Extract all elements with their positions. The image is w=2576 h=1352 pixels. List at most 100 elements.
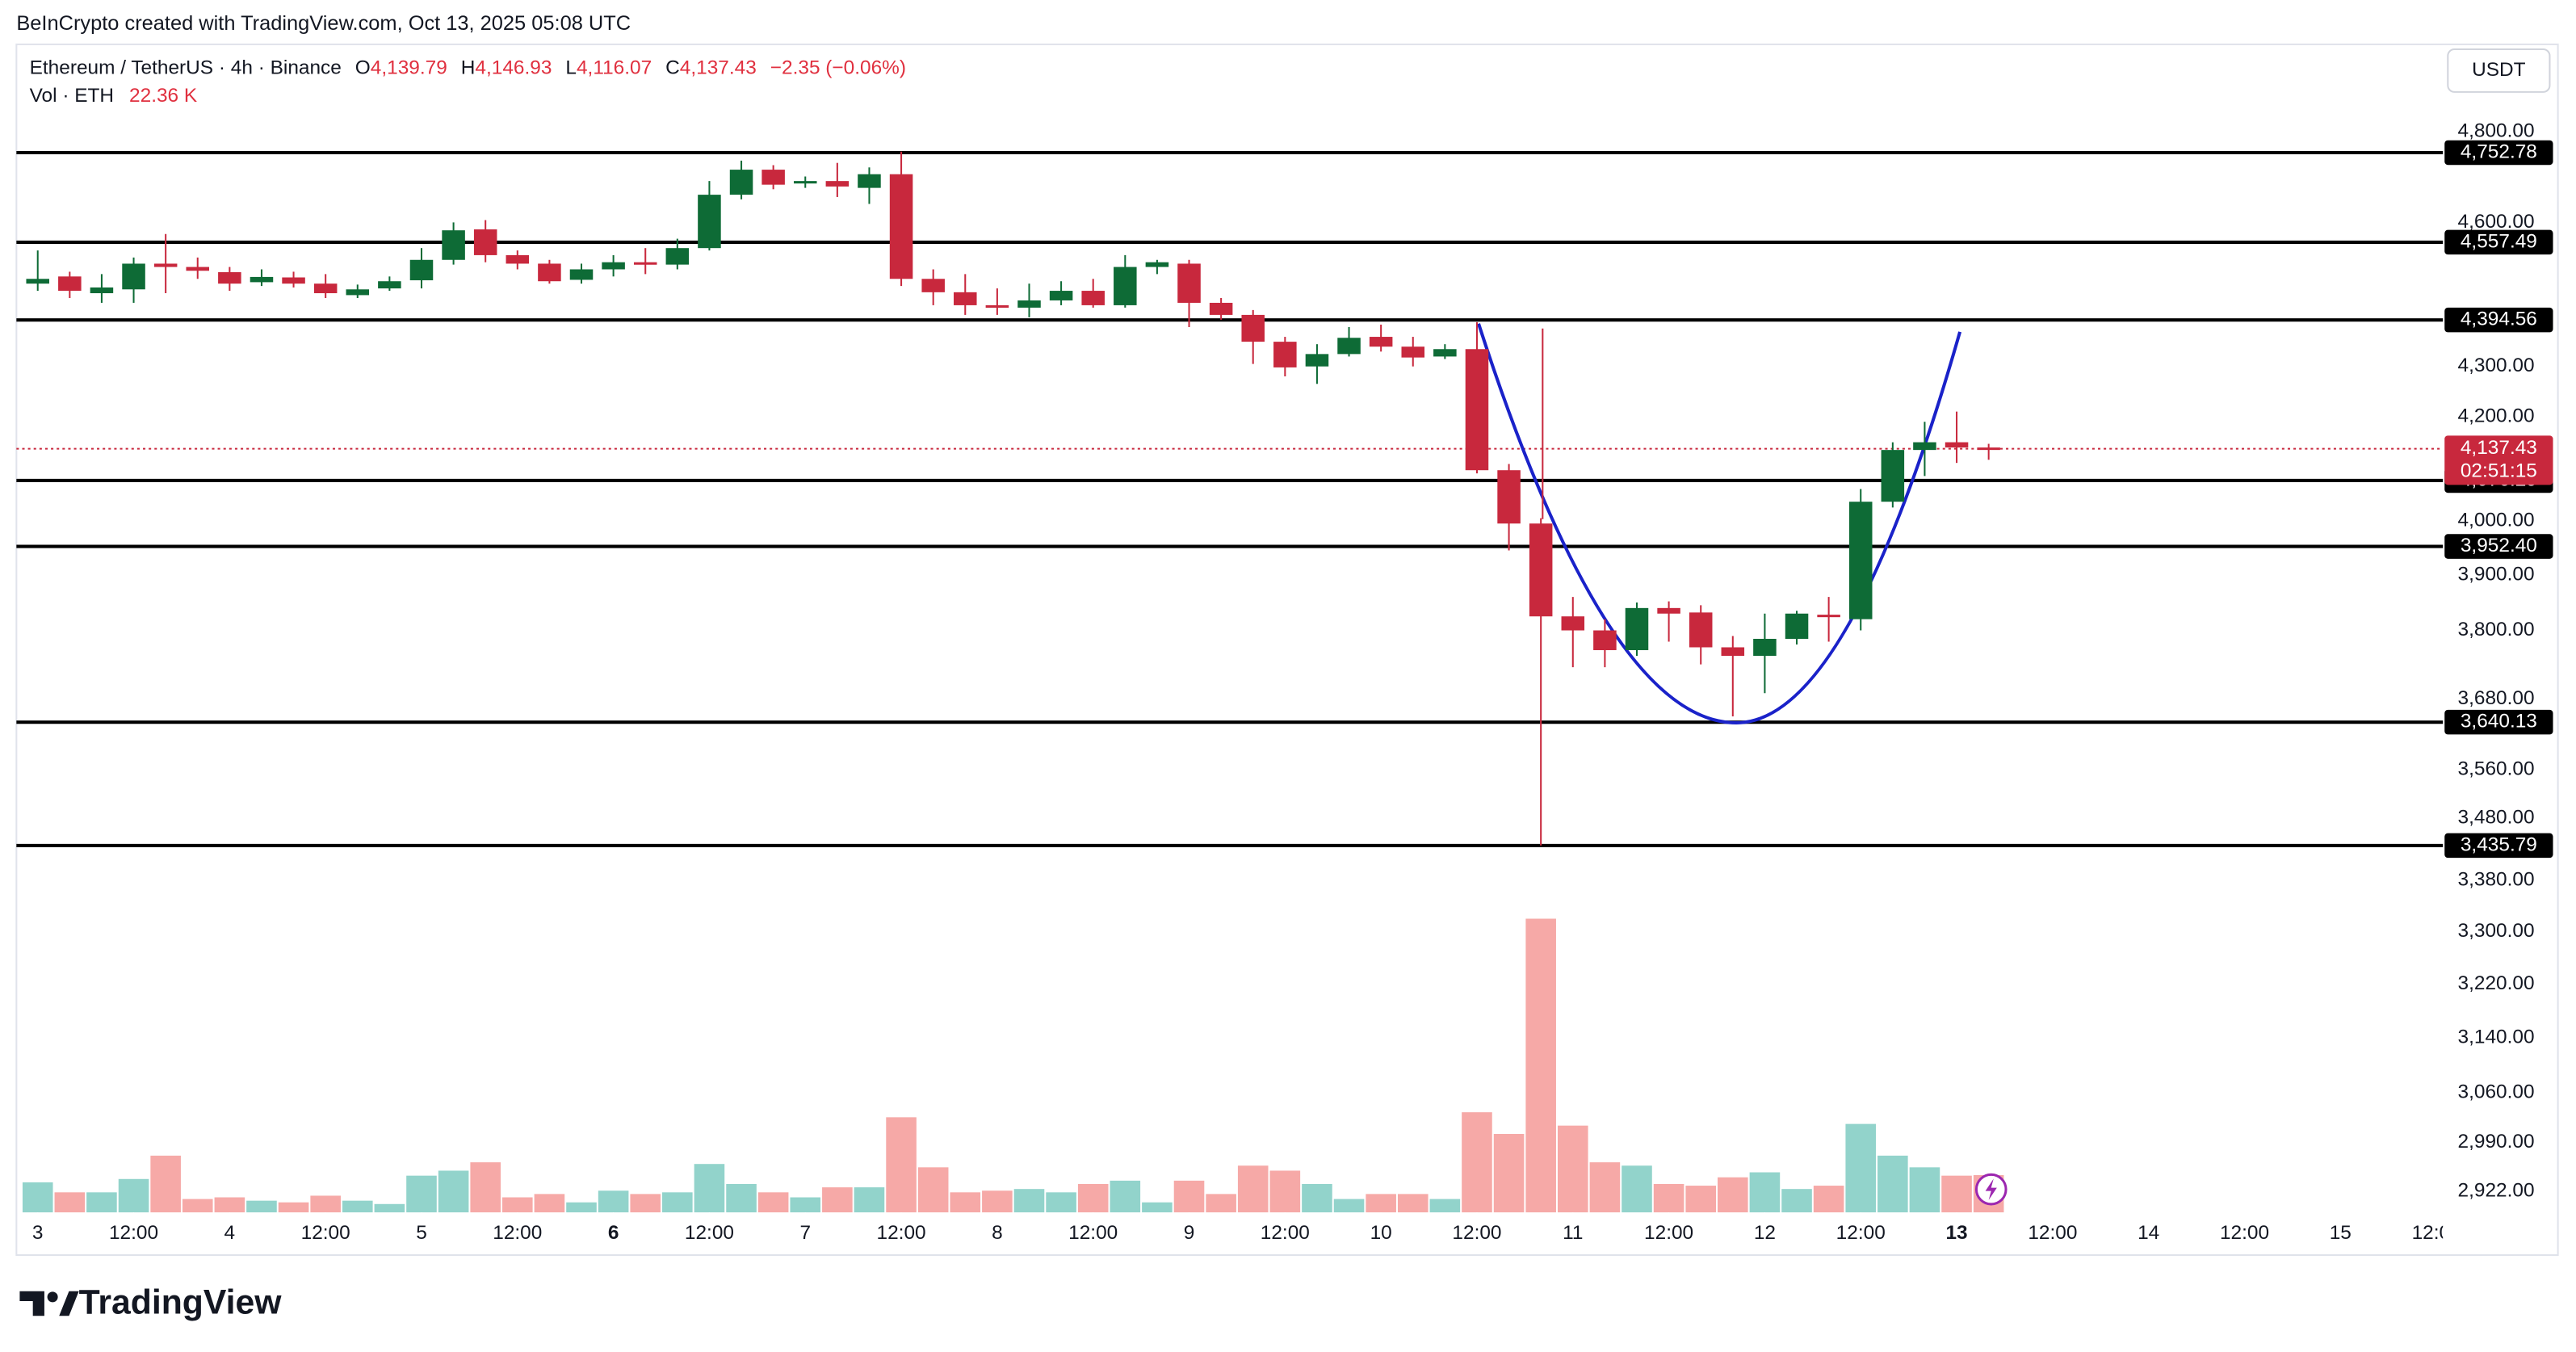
volume-bar — [1013, 1189, 1045, 1213]
volume-bar — [630, 1194, 661, 1213]
volume-bar — [1493, 1134, 1525, 1213]
candle-body — [1561, 616, 1585, 631]
candle-body — [602, 262, 625, 270]
y-tick-label: 3,680.00 — [2458, 687, 2535, 709]
ohlc-key: L — [565, 57, 577, 79]
y-tick-label: 3,300.00 — [2458, 920, 2535, 942]
cup-drawing — [1477, 323, 1962, 725]
ohlc-value: 4,139.79 — [371, 57, 447, 79]
candle-body — [186, 267, 210, 271]
candle-body — [1401, 346, 1425, 358]
x-tick-label: 12:00 — [877, 1222, 926, 1244]
x-tick-label: 9 — [1184, 1222, 1195, 1244]
volume-bar — [310, 1195, 341, 1213]
x-tick-label: 15 — [2330, 1222, 2352, 1244]
level-label: 3,435.79 — [2461, 833, 2537, 855]
volume-bar — [1909, 1167, 1940, 1213]
ohlc-value: 4,137.43 — [680, 57, 757, 79]
level-label: 3,640.13 — [2461, 711, 2537, 733]
y-tick-label: 2,990.00 — [2458, 1131, 2535, 1153]
volume-bar — [790, 1197, 821, 1213]
volume-bar — [1781, 1189, 1812, 1213]
y-tick-label: 3,800.00 — [2458, 619, 2535, 640]
y-tick-label: 4,800.00 — [2458, 120, 2535, 141]
logo-dot — [47, 1291, 58, 1303]
volume-bar — [1397, 1194, 1429, 1213]
logo-mark — [19, 1291, 44, 1316]
volume-bar — [470, 1162, 501, 1213]
candle-body — [442, 230, 465, 260]
time-axis: 3 12:00 4 12:00 5 12:00 6 12:00 7 12:00 8 12:00 9 12:… — [32, 1212, 2443, 1244]
ohlc-value: 4,116.07 — [577, 57, 652, 79]
y-tick-label: 3,140.00 — [2458, 1026, 2535, 1048]
level-label-box — [2444, 140, 2553, 166]
candle-body — [793, 181, 817, 184]
candle-body — [538, 263, 561, 282]
x-tick-label: 5 — [416, 1222, 427, 1244]
candles-layer — [26, 151, 2000, 846]
candle-body — [761, 170, 785, 185]
ohlc-key: C — [665, 57, 680, 79]
x-tick-label: 12:00 — [1261, 1222, 1310, 1244]
volume-bar — [150, 1155, 181, 1213]
volume-bar — [598, 1190, 629, 1213]
volume-bar — [1237, 1165, 1269, 1213]
volume-bar — [757, 1192, 789, 1213]
candle-body — [153, 263, 178, 267]
volume-bar — [438, 1170, 469, 1213]
level-label-box — [2444, 709, 2553, 735]
candle-body — [1433, 349, 1457, 357]
volume-bar — [726, 1183, 757, 1213]
volume-bar — [1302, 1183, 1332, 1213]
currency[interactable]: USDT — [2472, 59, 2526, 81]
candle-body — [1625, 607, 1649, 650]
volume-bar — [1941, 1175, 1972, 1213]
volume-bar — [1333, 1199, 1365, 1213]
y-tick-label: 3,060.00 — [2458, 1081, 2535, 1103]
volume-bar — [534, 1194, 565, 1213]
candle-body — [506, 254, 530, 264]
volume-bar — [1429, 1199, 1461, 1213]
volume-legend: Vol · ETH 22.36 K — [30, 85, 198, 107]
candle-body — [473, 229, 497, 255]
x-tick-label: 7 — [799, 1222, 811, 1244]
candle-body — [858, 174, 881, 188]
x-tick-label: 12:00 — [1452, 1222, 1501, 1244]
volume-bar — [662, 1192, 693, 1213]
legend-line: Ethereum / TetherUS · 4h · Binance O4,13… — [30, 57, 906, 79]
symbol: Ethereum / TetherUS · 4h · Binance — [30, 57, 342, 79]
volume-bar — [1653, 1183, 1684, 1213]
brand: TradingView — [79, 1283, 283, 1321]
volume-bar — [566, 1202, 597, 1213]
candle-body — [633, 262, 657, 265]
candle-body — [1785, 613, 1809, 639]
volume-bar — [854, 1187, 885, 1213]
volume-bar — [374, 1203, 405, 1213]
candle-body — [1497, 470, 1521, 524]
x-tick-label: 14 — [2138, 1222, 2159, 1244]
x-tick-label: 12:00 — [493, 1222, 542, 1244]
candle-body — [1081, 291, 1105, 305]
last-price-label: 4,137.43 — [2461, 437, 2537, 459]
candle-body — [729, 170, 753, 195]
volume-bar — [278, 1202, 309, 1213]
candle-body — [1848, 502, 1873, 619]
candle-body — [1881, 450, 1905, 502]
x-tick-label: 13 — [1945, 1222, 1967, 1244]
level-label: 4,752.78 — [2461, 141, 2537, 162]
candle-body — [1017, 300, 1041, 308]
currency-button[interactable] — [2447, 48, 2551, 93]
candle-body — [1114, 267, 1137, 305]
volume-bar — [1173, 1180, 1205, 1213]
candle-body — [954, 292, 977, 305]
x-tick-label: 12:00 — [1644, 1222, 1693, 1244]
volume-bar — [1462, 1112, 1492, 1213]
volume-bar — [118, 1178, 149, 1213]
y-tick-label: 3,380.00 — [2458, 869, 2535, 891]
candle-body — [218, 272, 241, 284]
candle-body — [1465, 349, 1489, 471]
level-label-box — [2444, 229, 2553, 255]
candle-body — [1945, 442, 1969, 448]
candle-body — [26, 279, 49, 284]
volume-bar — [1845, 1123, 1877, 1213]
